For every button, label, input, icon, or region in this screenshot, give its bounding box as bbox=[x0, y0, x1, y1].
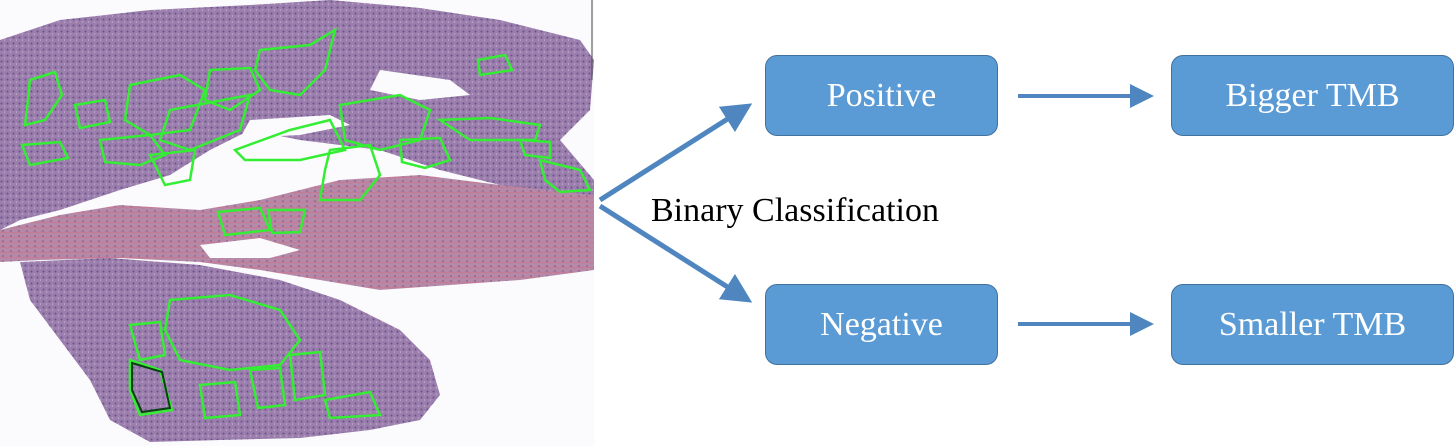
highlighted-contour bbox=[131, 361, 172, 414]
binary-classification-label: Binary Classification bbox=[651, 192, 940, 229]
annotation-contours bbox=[20, 27, 592, 420]
negative-node: Negative bbox=[765, 284, 998, 365]
histology-slide-image bbox=[0, 0, 594, 446]
arrow-to-positive bbox=[598, 103, 753, 203]
arrow-to-negative bbox=[598, 203, 753, 303]
bigger-tmb-node: Bigger TMB bbox=[1171, 55, 1454, 136]
tissue-region-lower bbox=[20, 258, 440, 442]
smaller-tmb-node: Smaller TMB bbox=[1171, 284, 1454, 365]
tissue-region-upper bbox=[0, 0, 594, 230]
positive-node: Positive bbox=[765, 55, 998, 136]
